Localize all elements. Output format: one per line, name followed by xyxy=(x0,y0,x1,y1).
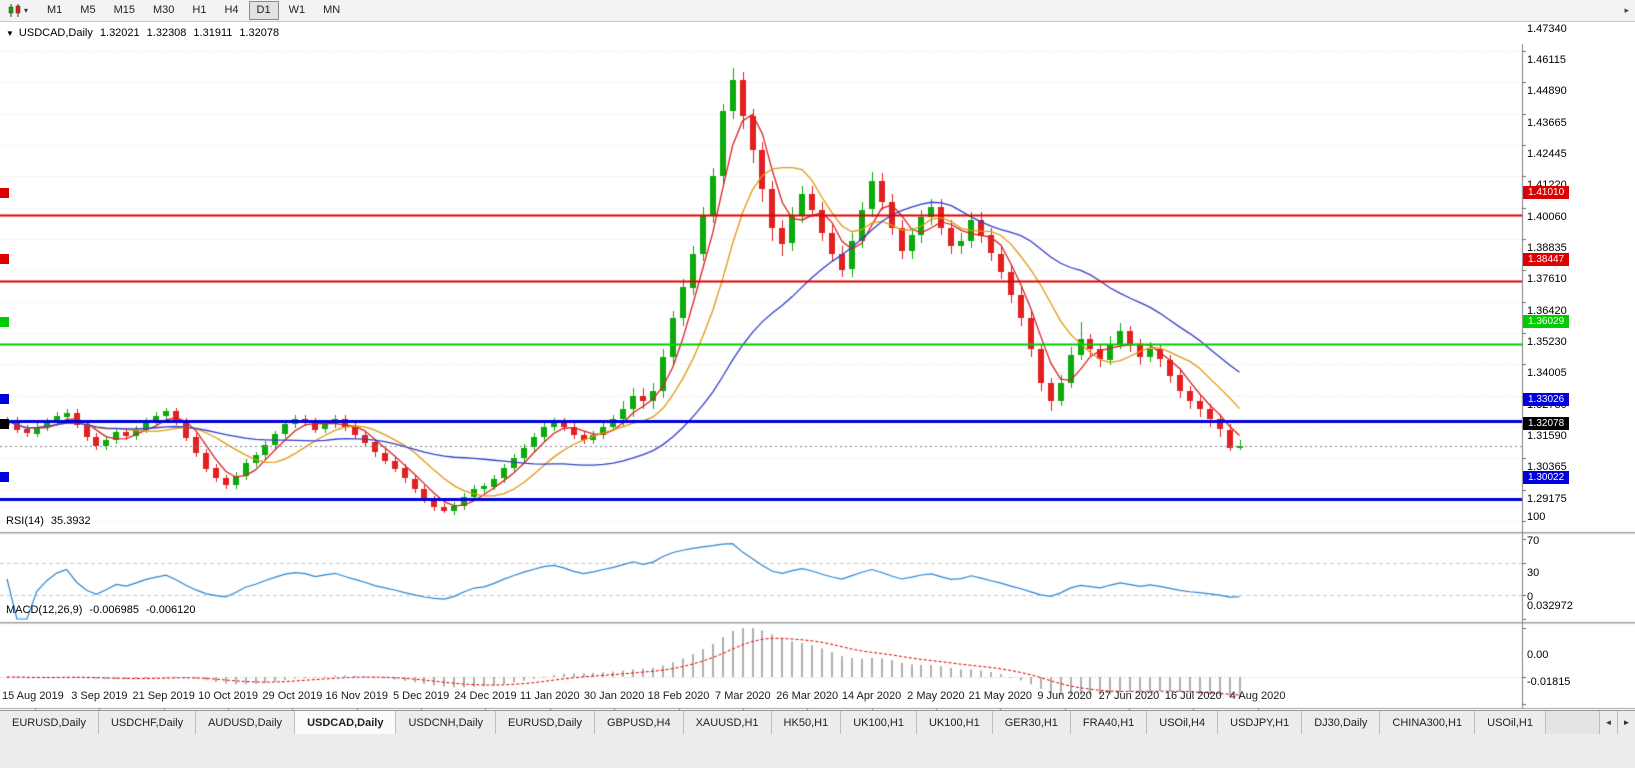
timeframe-button-m15[interactable]: M15 xyxy=(113,4,135,16)
chart-tab-xauusd-h1[interactable]: XAUUSD,H1 xyxy=(683,711,772,734)
chart-tab-gbpusd-h4[interactable]: GBPUSD,H4 xyxy=(595,711,684,734)
tab-scroll-right-icon[interactable]: ► xyxy=(1617,711,1635,734)
chart-tab-eurusd-daily[interactable]: EURUSD,Daily xyxy=(496,711,595,734)
tab-scroll-left-icon[interactable]: ◄ xyxy=(1599,711,1617,734)
chart-tabs-bar: EURUSD,Daily USDCHF,Daily AUDUSD,Daily USDC… xyxy=(0,710,1635,734)
price-chart-canvas[interactable] xyxy=(0,22,1635,732)
chart-tab-eurusd-daily[interactable]: EURUSD,Daily xyxy=(0,711,99,734)
chart-tab-ger30-h1[interactable]: GER30,H1 xyxy=(992,711,1071,734)
timeframe-button-m5[interactable]: M5 xyxy=(80,4,96,16)
candlestick-chart-icon xyxy=(8,4,21,17)
status-bar xyxy=(0,734,1635,768)
chart-tab-dj30-daily[interactable]: DJ30,Daily xyxy=(1302,711,1381,734)
toolbar-overflow-icon[interactable]: ▸ xyxy=(1624,5,1629,15)
timeframe-button-m1[interactable]: M1 xyxy=(47,4,63,16)
timeframe-button-h1[interactable]: H1 xyxy=(192,4,207,16)
caret-down-icon: ▾ xyxy=(24,6,29,15)
chart-tab-uk100-h1[interactable]: UK100,H1 xyxy=(916,711,993,734)
chart-tab-hk50-h1[interactable]: HK50,H1 xyxy=(771,711,842,734)
chart-type-button[interactable]: ▾ xyxy=(4,3,32,18)
timeframe-toolbar: ▾ M1 M5 M15 M30 H1 H4 D1 W1 MN ▸ xyxy=(0,0,1635,22)
chart-tab-uk100-h1[interactable]: UK100,H1 xyxy=(841,711,917,734)
chart-tab-usoil-h4[interactable]: USOil,H4 xyxy=(1147,711,1219,734)
timeframe-buttons-group: M1 M5 M15 M30 H1 H4 D1 W1 MN xyxy=(38,1,349,20)
chart-tab-usdcnh-daily[interactable]: USDCNH,Daily xyxy=(396,711,497,734)
chart-tab-usdjpy-h1[interactable]: USDJPY,H1 xyxy=(1218,711,1303,734)
timeframe-button-m30[interactable]: M30 xyxy=(152,4,175,16)
chart-tab-usdchf-daily[interactable]: USDCHF,Daily xyxy=(98,711,197,734)
chart-tab-audusd-daily[interactable]: AUDUSD,Daily xyxy=(196,711,296,734)
chart-tab-usdcad-daily[interactable]: USDCAD,Daily xyxy=(295,711,397,734)
chart-tab-fra40-h1[interactable]: FRA40,H1 xyxy=(1070,711,1148,734)
timeframe-button-d1[interactable]: D1 xyxy=(248,1,279,20)
chart-collapse-icon[interactable]: ▼ xyxy=(6,29,14,38)
timeframe-button-w1[interactable]: W1 xyxy=(288,4,306,16)
tab-scroll-buttons: ◄ ► xyxy=(1599,711,1635,734)
timeframe-button-h4[interactable]: H4 xyxy=(224,4,239,16)
timeframe-button-mn[interactable]: MN xyxy=(323,4,341,16)
chart-tab-china300-h1[interactable]: CHINA300,H1 xyxy=(1380,711,1476,734)
chart-tab-usoil-h1[interactable]: USOil,H1 xyxy=(1475,711,1546,734)
